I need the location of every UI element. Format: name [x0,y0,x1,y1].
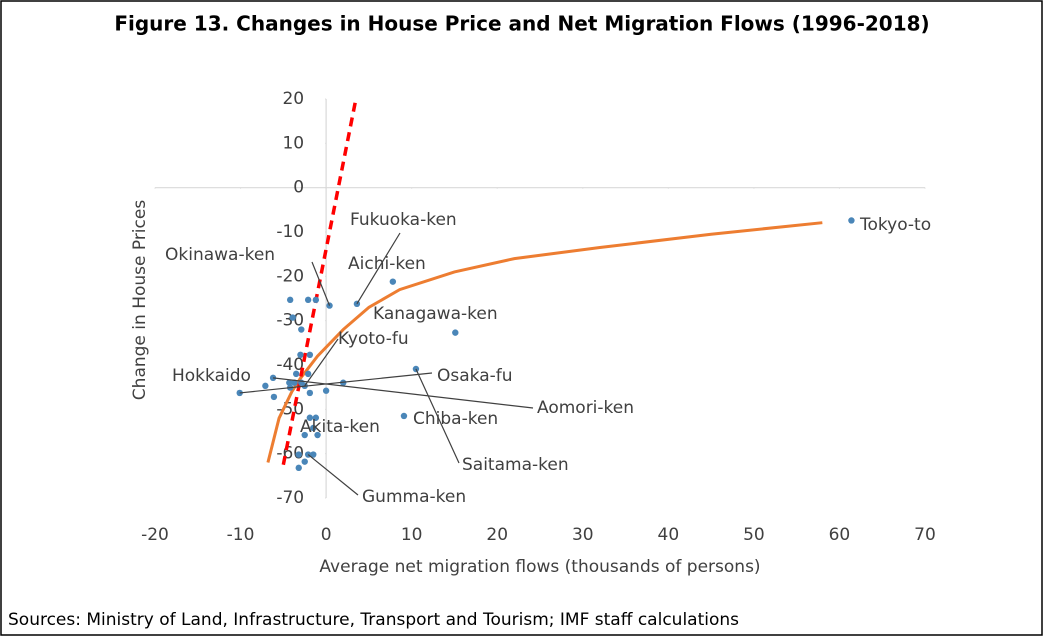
data-point [292,370,300,378]
y-tick-label: -50 [276,399,304,419]
trend-line [281,102,357,466]
data-point [306,389,314,397]
data-point [286,379,293,386]
y-tick-label: -40 [276,355,304,375]
y-tick-label: -20 [276,266,304,286]
data-point [291,379,298,386]
data-point [297,351,304,359]
point-label: Saitama-ken [462,455,569,475]
data-point [452,329,459,336]
point-label: Fukuoka-ken [350,210,457,230]
point-label: Kanagawa-ken [373,304,498,324]
leader-line [272,377,534,409]
data-point [306,351,314,359]
data-point [322,387,330,394]
trend-curve [266,221,823,463]
data-point [314,431,321,439]
y-tick-label: -30 [276,311,304,331]
point-label: Tokyo-to [859,215,931,235]
leader-line [307,454,359,496]
y-tick-label: 20 [282,89,304,109]
y-tick-label: 0 [293,178,304,198]
data-point [262,382,269,390]
point-label: Gumma-ken [362,487,466,507]
data-point [295,464,302,472]
point-label: Aichi-ken [348,254,426,274]
x-tick-label: -10 [227,525,255,545]
leader-line [356,232,401,305]
data-point [310,451,317,458]
data-point [310,424,317,432]
data-point [269,374,277,382]
x-tick-label: 60 [829,525,851,545]
y-tick-label: -10 [276,222,304,242]
source-note: Sources: Ministry of Land, Infrastructur… [8,610,739,630]
data-point [312,414,320,421]
data-point [295,451,302,458]
chart-title: Figure 13. Changes in House Price and Ne… [114,12,929,36]
data-point [304,296,312,304]
data-point [400,412,408,420]
leader-line [304,338,339,387]
point-label: Okinawa-ken [165,245,275,265]
data-point [301,458,308,465]
data-point [304,370,312,378]
point-label: Aomori-ken [537,398,634,418]
data-point [306,414,314,421]
leader-line [415,368,460,464]
x-tick-label: 10 [401,525,423,545]
leader-line [239,372,433,394]
data-point [848,217,855,224]
point-label: Chiba-ken [413,409,498,429]
x-tick-label: 50 [743,525,765,545]
data-point [301,431,308,439]
data-point [289,314,296,321]
point-label: Akita-ken [300,417,380,437]
x-tick-label: 40 [658,525,680,545]
leader-line [311,261,331,306]
x-tick-label: 70 [914,525,936,545]
point-label: Osaka-fu [437,366,513,386]
data-point [286,296,294,304]
y-tick-label: -70 [276,488,304,508]
point-label: Hokkaido [172,366,251,386]
data-point [298,326,305,333]
x-tick-label: -20 [141,525,169,545]
data-point [270,393,278,401]
data-point [389,278,397,285]
x-tick-label: 0 [321,525,332,545]
y-axis-label: Change in House Prices [130,200,150,401]
x-axis-label: Average net migration flows (thousands o… [319,557,760,577]
data-point [312,296,320,304]
y-tick-label: 10 [282,133,304,153]
point-label: Kyoto-fu [338,329,409,349]
x-tick-label: 30 [572,525,594,545]
data-point [353,300,361,308]
x-tick-label: 20 [486,525,508,545]
